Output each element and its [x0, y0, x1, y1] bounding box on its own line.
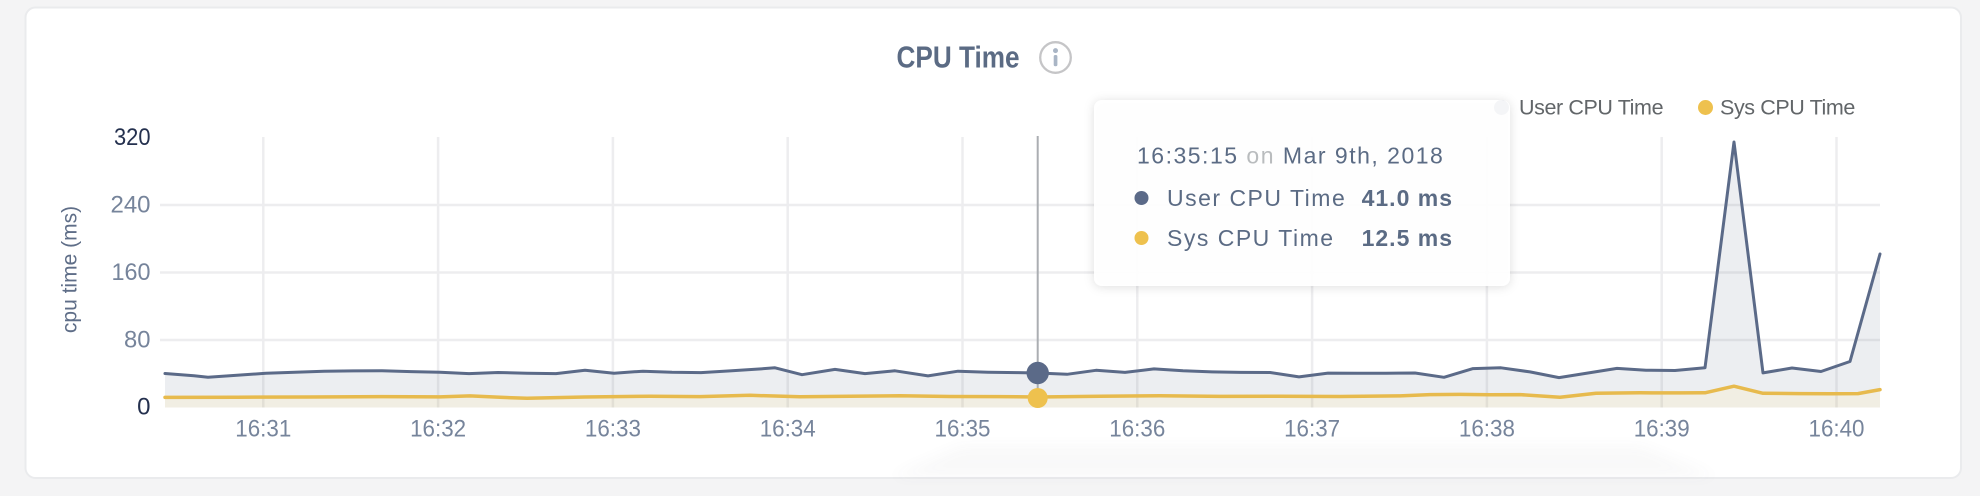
- svg-text:16:40: 16:40: [1809, 416, 1865, 443]
- svg-text:320: 320: [114, 124, 151, 151]
- svg-text:16:31: 16:31: [235, 416, 291, 443]
- svg-text:16:33: 16:33: [585, 416, 641, 443]
- svg-text:0: 0: [137, 394, 150, 421]
- svg-text:cpu time (ms): cpu time (ms): [59, 206, 82, 333]
- svg-text:16:32: 16:32: [410, 416, 466, 443]
- svg-text:16:37: 16:37: [1284, 416, 1340, 443]
- svg-text:User CPU Time: User CPU Time: [1167, 185, 1346, 211]
- svg-text:16:35:15 on Mar 9th, 2018: 16:35:15 on Mar 9th, 2018: [1137, 143, 1444, 169]
- svg-text:240: 240: [111, 192, 151, 219]
- svg-text:User CPU Time: User CPU Time: [1519, 96, 1663, 120]
- svg-text:80: 80: [124, 327, 151, 354]
- svg-text:16:36: 16:36: [1109, 416, 1165, 443]
- svg-text:160: 160: [112, 259, 151, 286]
- svg-text:16:35: 16:35: [935, 416, 991, 443]
- svg-text:16:34: 16:34: [760, 416, 816, 443]
- svg-text:16:39: 16:39: [1634, 416, 1690, 443]
- svg-text:16:38: 16:38: [1459, 416, 1515, 443]
- svg-text:Sys CPU Time: Sys CPU Time: [1167, 225, 1335, 251]
- svg-text:41.0 ms: 41.0 ms: [1362, 185, 1453, 211]
- svg-text:12.5 ms: 12.5 ms: [1362, 225, 1453, 251]
- svg-text:CPU Time: CPU Time: [897, 40, 1020, 75]
- svg-text:Sys CPU Time: Sys CPU Time: [1720, 96, 1855, 120]
